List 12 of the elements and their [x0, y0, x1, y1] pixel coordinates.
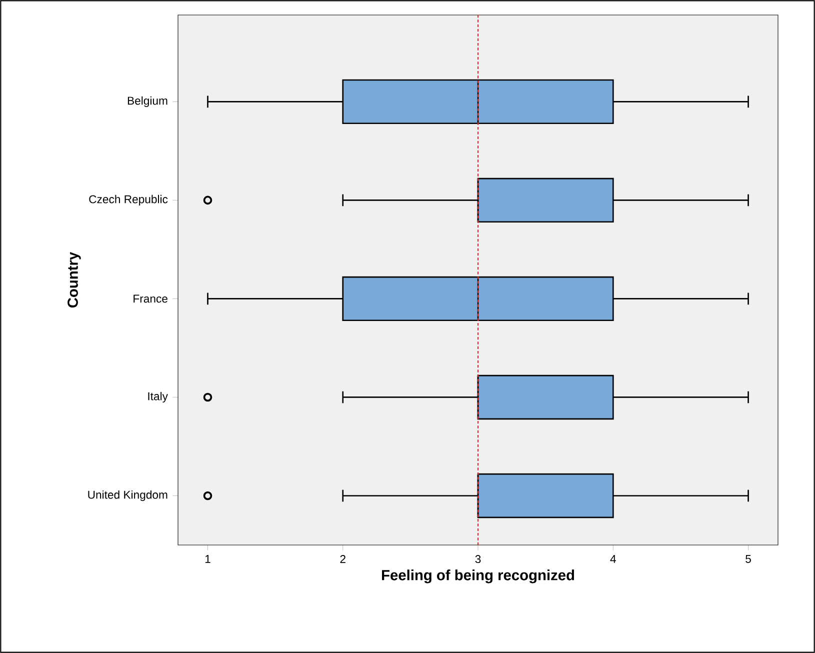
- y-axis-title: Country: [68, 252, 81, 308]
- y-tick-label: Czech Republic: [89, 194, 168, 206]
- y-tick-label: United Kingdom: [88, 490, 168, 502]
- x-tick-label: 2: [340, 555, 346, 563]
- x-tick-label: 3: [475, 555, 481, 564]
- x-tick-label: 5: [746, 555, 751, 563]
- y-tick-label: Belgium: [128, 96, 168, 107]
- x-tick-label: 1: [205, 555, 210, 563]
- x-tick-label: 4: [610, 555, 616, 563]
- y-tick-label: France: [134, 294, 168, 303]
- x-axis-title: Feeling of being recognized: [382, 570, 574, 584]
- y-tick-label: Italy: [148, 392, 168, 402]
